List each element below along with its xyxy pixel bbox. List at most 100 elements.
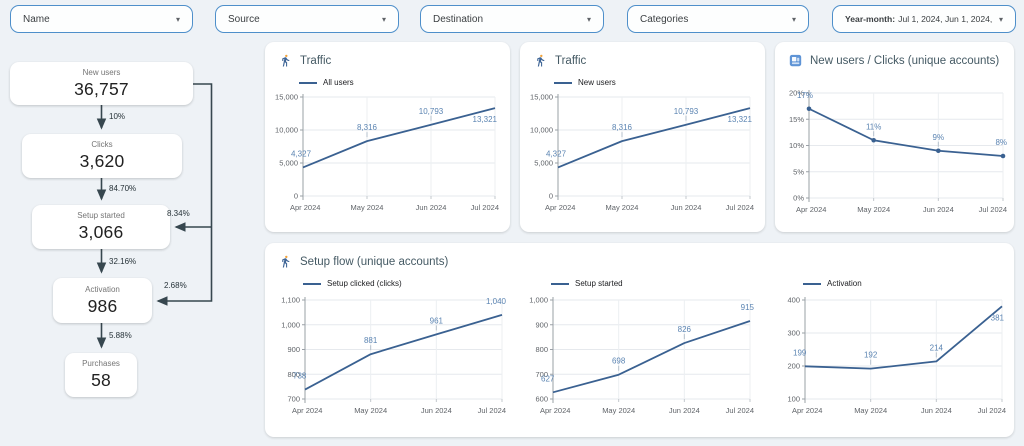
walking-person-icon	[282, 255, 290, 268]
chart-legend: Setup started	[551, 279, 623, 288]
funnel-step-value: 986	[87, 295, 118, 316]
filter-label: Name	[23, 13, 50, 25]
card-title-row: Traffic	[534, 54, 586, 67]
filter-label: Year-month:Jul 1, 2024, Jun 1, 2024, May…	[845, 14, 993, 24]
svg-text:5,000: 5,000	[279, 159, 298, 168]
svg-text:Apr 2024: Apr 2024	[292, 406, 322, 415]
svg-text:11%: 11%	[866, 122, 881, 131]
svg-text:May 2024: May 2024	[606, 203, 639, 212]
chart-legend: New users	[554, 78, 616, 87]
svg-text:10,000: 10,000	[530, 126, 553, 135]
svg-text:20%: 20%	[789, 89, 804, 98]
svg-text:17%: 17%	[797, 91, 813, 100]
svg-text:0: 0	[549, 192, 553, 201]
svg-text:Apr 2024: Apr 2024	[796, 205, 826, 214]
svg-text:Jul 2024: Jul 2024	[726, 406, 754, 415]
setup-started-panel: Setup started 600 700 800 900 1,000 Apr 2024 M…	[523, 273, 758, 433]
svg-text:1,000: 1,000	[529, 296, 548, 305]
legend-line-swatch	[303, 282, 321, 285]
filter-destination-dropdown[interactable]: Destination ▾	[420, 5, 604, 33]
svg-text:4,327: 4,327	[291, 149, 312, 158]
svg-text:700: 700	[535, 370, 548, 379]
svg-text:Jul 2024: Jul 2024	[478, 406, 506, 415]
legend-label: Activation	[827, 279, 862, 288]
setup-clicked-chart: 700 800 900 1,000 1,100 Apr 2024 May 2024 Jun 2…	[281, 296, 506, 416]
svg-text:10,793: 10,793	[674, 107, 699, 116]
funnel-step-label: Setup started	[77, 211, 125, 220]
svg-text:961: 961	[430, 316, 444, 325]
filter-year-month-dropdown[interactable]: Year-month:Jul 1, 2024, Jun 1, 2024, May…	[832, 5, 1016, 33]
chevron-down-icon: ▾	[381, 14, 386, 24]
card-traffic-new-users: Traffic New users 0 5,000 10,000 15,000 Apr …	[520, 42, 765, 232]
legend-label: All users	[323, 78, 354, 87]
setup-started-chart: 600 700 800 900 1,000 Apr 2024 May 2024 Jun 202…	[529, 296, 754, 416]
funnel-step-clicks: Clicks 3,620	[22, 134, 182, 178]
svg-text:1,000: 1,000	[281, 320, 300, 329]
filter-name-dropdown[interactable]: Name ▾	[10, 5, 193, 33]
funnel-step-label: Clicks	[91, 140, 113, 149]
filter-value: Jul 1, 2024, Jun 1, 2024, May... (4)	[898, 14, 993, 24]
legend-line-swatch	[299, 81, 317, 84]
conversion-rate-label: 32.16%	[109, 257, 137, 266]
svg-text:10%: 10%	[789, 141, 804, 150]
svg-text:Jun 2024: Jun 2024	[416, 203, 447, 212]
svg-text:Jul 2024: Jul 2024	[978, 406, 1006, 415]
card-traffic-all-users: Traffic All users 0 5,000 10,000 15,000 Apr …	[265, 42, 510, 232]
traffic-all-users-chart: 0 5,000 10,000 15,000 Apr 2024 May 2024 Jun 20…	[275, 93, 499, 213]
svg-text:13,321: 13,321	[728, 115, 753, 124]
filter-source-dropdown[interactable]: Source ▾	[215, 5, 399, 33]
svg-text:800: 800	[287, 370, 300, 379]
filter-categories-dropdown[interactable]: Categories ▾	[627, 5, 809, 33]
card-title-row: Setup flow (unique accounts)	[279, 255, 448, 268]
svg-text:881: 881	[364, 336, 378, 345]
svg-text:8,316: 8,316	[357, 123, 378, 132]
bypass-rate-label: 8.34%	[167, 209, 190, 218]
svg-text:Jun 2024: Jun 2024	[921, 406, 952, 415]
legend-label: Setup started	[575, 279, 623, 288]
walking-person-icon	[282, 54, 290, 67]
funnel-step-new-users: New users 36,757	[10, 62, 193, 105]
funnel-step-activation: Activation 986	[53, 278, 152, 323]
svg-text:Jul 2024: Jul 2024	[979, 205, 1007, 214]
funnel-step-label: New users	[82, 67, 121, 77]
svg-text:May 2024: May 2024	[602, 406, 635, 415]
activation-panel: Activation 100 200 300 400 Apr 2024 May 2024 J…	[775, 273, 1010, 433]
setup-clicked-panel: Setup clicked (clicks) 700 800 900 1,000 1,1…	[275, 273, 510, 433]
card-new-users-clicks-ratio: New users / Clicks (unique accounts) 0% 5…	[775, 42, 1014, 232]
svg-text:381: 381	[991, 313, 1005, 322]
legend-line-swatch	[554, 81, 572, 84]
chart-legend: Setup clicked (clicks)	[303, 279, 402, 288]
svg-text:15,000: 15,000	[275, 93, 298, 102]
svg-text:15%: 15%	[789, 115, 804, 124]
svg-text:Jun 2024: Jun 2024	[669, 406, 700, 415]
new-users-clicks-ratio-chart: 0% 5% 10% 15% 20% Apr 2024 May 2024 Jun 2024 Jul…	[789, 89, 1007, 215]
filter-label: Destination	[433, 13, 484, 25]
svg-text:8%: 8%	[995, 138, 1007, 147]
svg-text:192: 192	[864, 351, 878, 360]
card-title-row: Traffic	[279, 54, 331, 67]
svg-text:214: 214	[930, 343, 944, 352]
funnel-step-value: 58	[91, 370, 111, 390]
svg-text:Apr 2024: Apr 2024	[540, 406, 570, 415]
filter-label: Source	[228, 13, 260, 25]
svg-text:698: 698	[612, 357, 626, 366]
svg-text:Jun 2024: Jun 2024	[421, 406, 452, 415]
conversion-rate-label: 5.88%	[109, 331, 132, 340]
svg-text:627: 627	[541, 374, 555, 383]
svg-text:826: 826	[678, 325, 692, 334]
svg-text:900: 900	[287, 345, 300, 354]
svg-text:Jul 2024: Jul 2024	[471, 203, 499, 212]
legend-line-swatch	[551, 282, 569, 285]
card-title: New users / Clicks (unique accounts)	[810, 54, 1000, 67]
conversion-rate-label: 84.70%	[109, 184, 137, 193]
chevron-down-icon: ▾	[998, 14, 1003, 24]
clicks-app-icon	[789, 54, 802, 67]
svg-text:100: 100	[787, 395, 800, 404]
svg-text:Apr 2024: Apr 2024	[545, 203, 575, 212]
svg-text:8,316: 8,316	[612, 123, 633, 132]
svg-text:400: 400	[787, 296, 800, 305]
svg-text:9%: 9%	[933, 133, 945, 142]
chevron-down-icon: ▾	[791, 14, 796, 24]
card-title: Traffic	[555, 54, 587, 67]
svg-text:May 2024: May 2024	[351, 203, 384, 212]
